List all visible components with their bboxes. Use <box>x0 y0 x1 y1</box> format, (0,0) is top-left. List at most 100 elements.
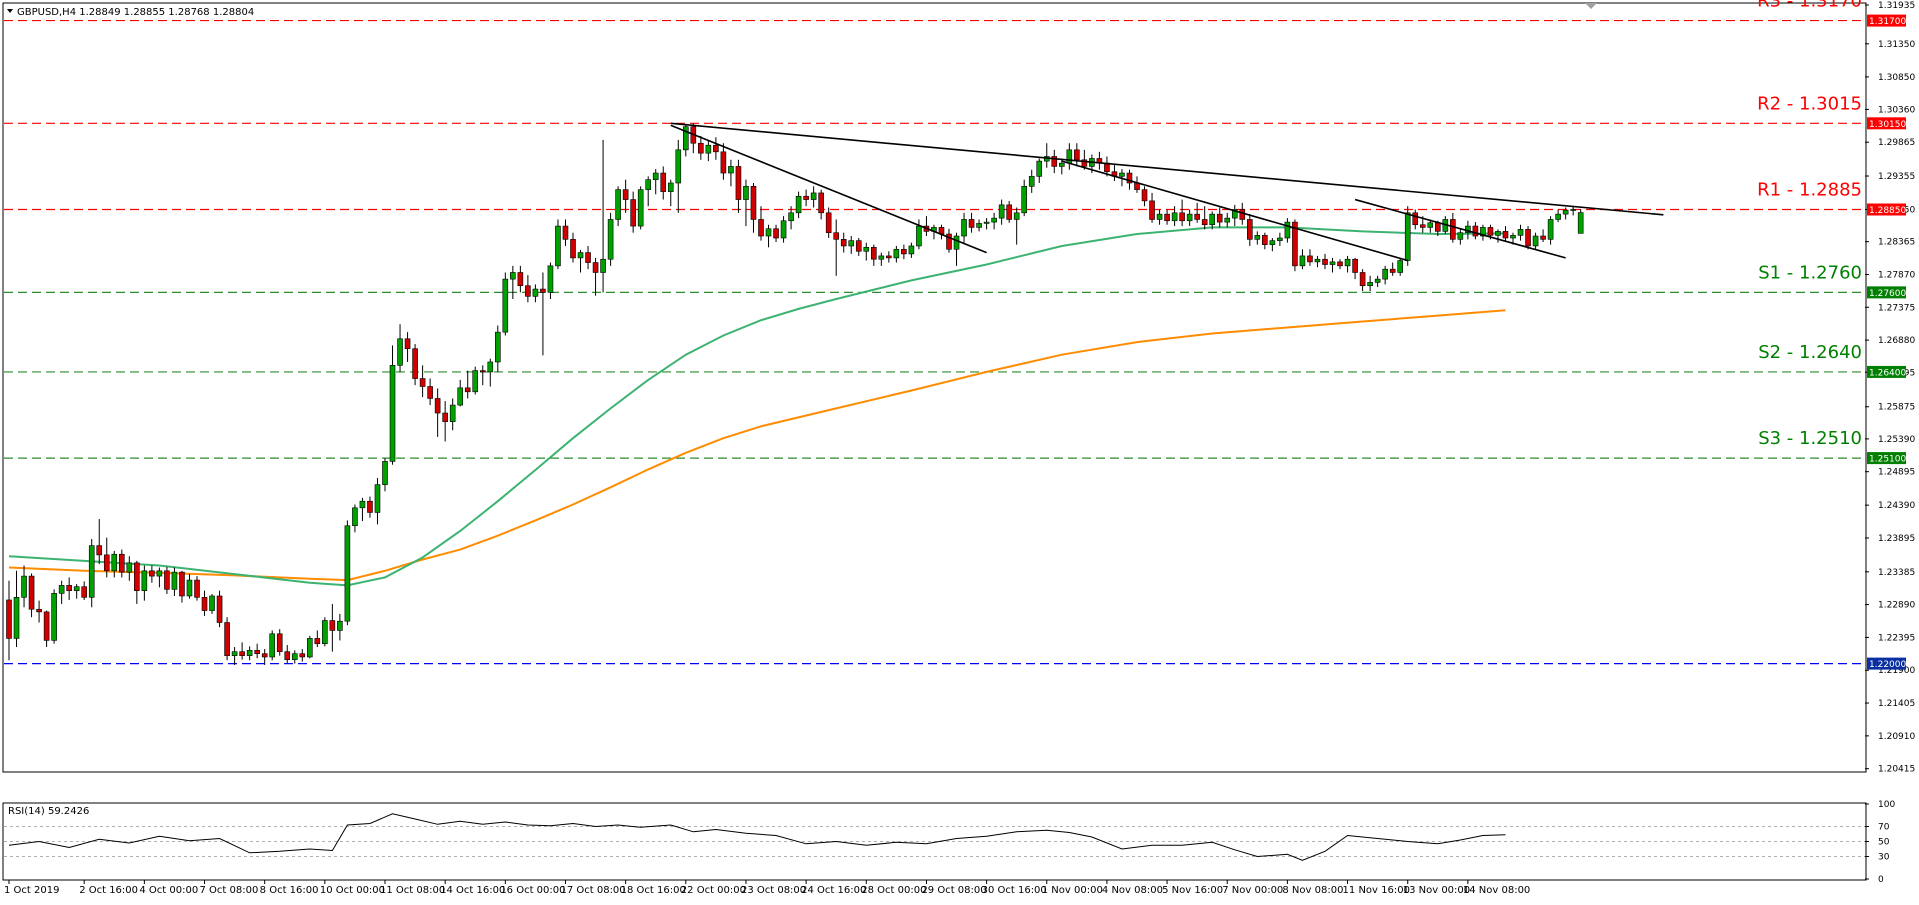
candle-body <box>134 562 140 591</box>
candle-body <box>1525 229 1531 247</box>
candle-body <box>525 285 531 297</box>
candle-body <box>36 608 42 613</box>
candle-body <box>1570 209 1576 211</box>
candle-body <box>1036 160 1043 177</box>
candle-body <box>1119 172 1125 177</box>
candle-body <box>96 545 103 556</box>
candle-body <box>156 570 163 577</box>
candle <box>261 649 268 665</box>
candle-body <box>21 575 27 598</box>
candle-body <box>1322 258 1328 265</box>
candle <box>803 189 809 207</box>
candle-body <box>720 151 727 174</box>
candle-body <box>1562 209 1569 215</box>
candle <box>968 212 975 233</box>
candle <box>1209 211 1215 230</box>
y-tick-label: 1.21405 <box>1878 699 1915 709</box>
candle <box>833 219 840 276</box>
level-price-tags: 1.31700 1.30150 1.28850 1.27600 1.26400 1.251… <box>1867 14 1906 670</box>
candle-body <box>434 398 441 414</box>
candle <box>1525 226 1531 250</box>
scroll-marker-icon[interactable] <box>1585 3 1597 9</box>
candle-body <box>803 195 809 200</box>
y-tick-label: 1.21900 <box>1878 666 1915 676</box>
candle-body <box>1555 213 1561 220</box>
rsi-label: RSI(14) 59.2426 <box>8 806 89 817</box>
candle-body <box>1262 235 1268 245</box>
candle <box>870 244 877 266</box>
candle-body <box>780 220 787 239</box>
candle <box>660 166 667 200</box>
candle-body <box>577 252 584 259</box>
candle <box>1389 262 1396 276</box>
candle-body <box>750 186 757 220</box>
level-price-tag-0 <box>1867 14 1906 27</box>
candle <box>615 186 621 227</box>
candle <box>502 272 509 336</box>
candle-body <box>239 651 245 656</box>
candle-body <box>600 258 606 273</box>
candle <box>1194 202 1200 223</box>
candle <box>171 567 178 596</box>
candle <box>1457 229 1464 245</box>
candle-body <box>615 189 621 220</box>
trendline-1 <box>670 124 987 254</box>
candle <box>73 584 80 599</box>
candle-body <box>1517 229 1524 236</box>
candle-body <box>1284 221 1291 239</box>
collapse-triangle-icon[interactable] <box>7 9 13 13</box>
candle <box>1284 218 1291 243</box>
candle-body <box>622 189 629 200</box>
candle <box>1329 257 1336 273</box>
candle <box>517 265 524 293</box>
candle-body <box>1254 235 1261 240</box>
ma-slow-line <box>8 309 1506 582</box>
candle-body <box>442 412 448 422</box>
y-tick-label: 1.27870 <box>1878 270 1915 280</box>
candle <box>1397 257 1403 276</box>
candle-body <box>73 586 80 591</box>
candle <box>344 520 351 626</box>
candle <box>209 594 215 614</box>
candle-body <box>1164 213 1170 222</box>
candle <box>1472 222 1479 240</box>
candle-body <box>773 228 779 239</box>
candle <box>1547 216 1554 245</box>
candle <box>449 398 456 431</box>
candle-body <box>1510 235 1516 239</box>
candle <box>412 344 418 386</box>
y-tick-label: 1.26880 <box>1878 336 1915 346</box>
candle <box>224 617 230 661</box>
candle-body <box>1344 258 1351 267</box>
candle <box>487 358 494 387</box>
candle <box>1021 179 1028 217</box>
level-label-1: R2 - 1.3015 <box>1757 93 1862 114</box>
candle <box>314 630 321 648</box>
candle-body <box>382 461 388 485</box>
candle-body <box>487 361 494 373</box>
trendlines <box>670 122 1664 262</box>
level-price-tag-text-5: 1.25100 <box>1869 455 1906 465</box>
y-tick-label: 1.25390 <box>1878 435 1915 445</box>
candle-body <box>1307 255 1313 263</box>
candle <box>1577 209 1584 234</box>
candle-body <box>427 386 433 399</box>
candle-body <box>1532 235 1539 247</box>
candle-body <box>788 212 794 222</box>
candle <box>848 236 855 254</box>
candle-body <box>306 638 313 658</box>
x-tick-label: 30 Oct 16:00 <box>982 885 1047 896</box>
candle-body <box>472 370 479 393</box>
candle <box>1028 169 1035 193</box>
candle <box>472 366 479 395</box>
candle-body <box>201 597 208 611</box>
level-price-tag-5 <box>1867 452 1906 465</box>
candle-body <box>1239 209 1246 220</box>
candle-body <box>1269 240 1276 245</box>
x-tick-label: 8 Oct 16:00 <box>260 885 319 896</box>
candle <box>1532 232 1539 250</box>
candle-body <box>1066 149 1073 164</box>
candle <box>607 212 614 266</box>
candle <box>322 617 328 647</box>
candle <box>1126 169 1133 190</box>
